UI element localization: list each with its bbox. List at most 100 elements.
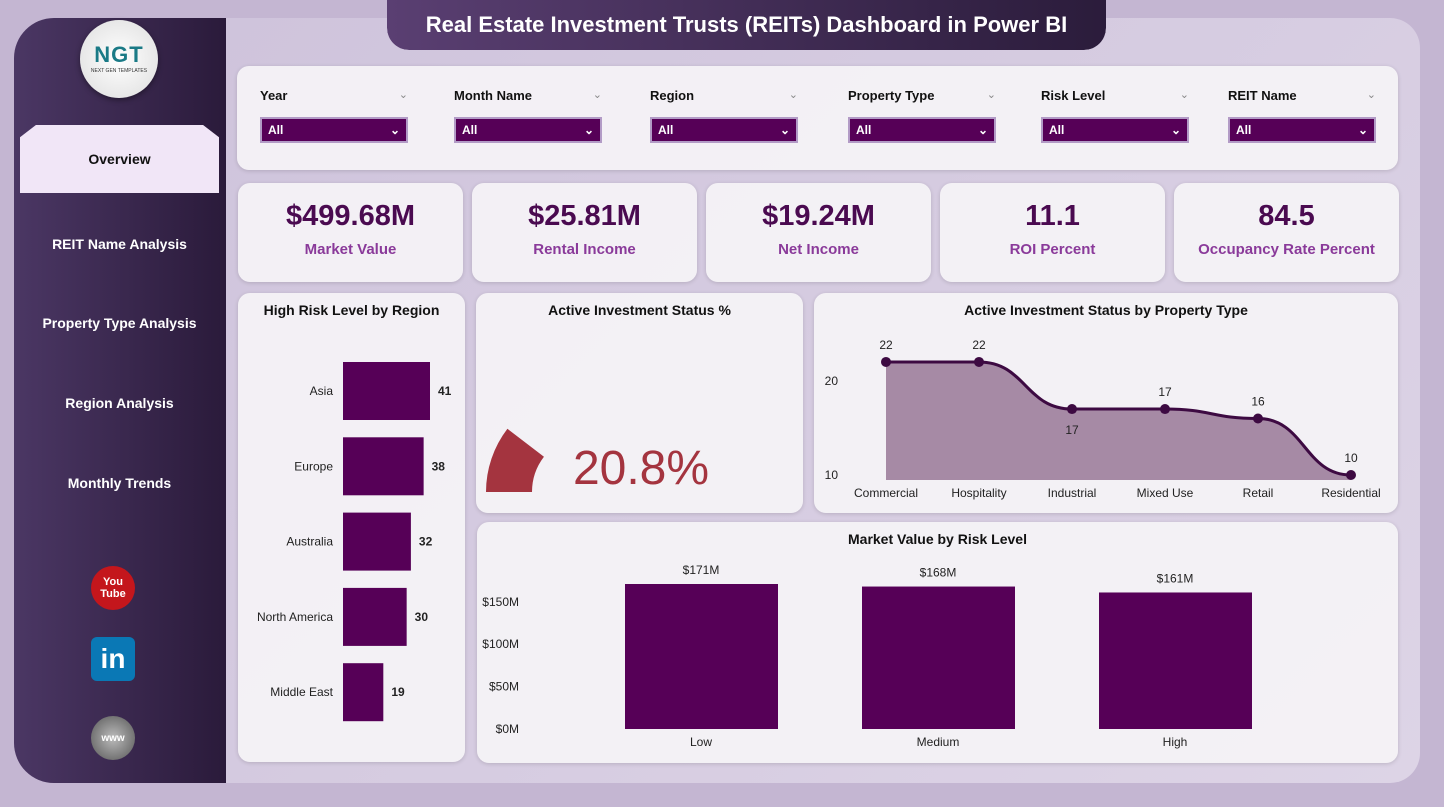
chart-title: Market Value by Risk Level <box>848 531 1027 547</box>
website-label: www <box>101 732 125 744</box>
chevron-down-icon[interactable]: ⌄ <box>1179 89 1189 101</box>
nav-label: Region Analysis <box>65 395 174 411</box>
gauge-value: 20.8% <box>573 442 709 495</box>
filter-value: All <box>658 123 674 137</box>
bar <box>1099 592 1252 729</box>
kpi-card: $25.81M Rental Income <box>472 183 697 282</box>
nav-label: REIT Name Analysis <box>52 236 187 252</box>
youtube-icon[interactable]: You Tube <box>91 566 135 610</box>
filter-dropdown[interactable]: All ⌄ <box>454 117 602 143</box>
filter-reit-name: REIT Name ⌄ All ⌄ <box>1228 88 1376 143</box>
y-tick: 10 <box>825 468 839 482</box>
filter-dropdown[interactable]: All ⌄ <box>650 117 798 143</box>
linkedin-label: in <box>100 643 126 674</box>
data-point <box>1067 404 1077 415</box>
y-tick: $100M <box>482 637 519 651</box>
chevron-down-icon: ⌄ <box>779 123 790 137</box>
data-label: 17 <box>1065 423 1079 437</box>
linkedin-icon[interactable]: in <box>91 637 135 681</box>
youtube-label: You Tube <box>100 576 126 600</box>
x-tick: Residential <box>1321 486 1380 500</box>
chevron-down-icon[interactable]: ⌄ <box>1366 89 1376 101</box>
kpi-card: $499.68M Market Value <box>238 183 463 282</box>
category-label: Australia <box>286 535 333 549</box>
chevron-down-icon: ⌄ <box>1357 123 1368 137</box>
kpi-value: 84.5 <box>1258 200 1315 232</box>
kpi-label: Rental Income <box>533 241 636 258</box>
bar <box>343 437 424 496</box>
category-label: Asia <box>310 384 334 398</box>
chevron-down-icon[interactable]: ⌄ <box>788 89 798 101</box>
nav-region-analysis[interactable]: Region Analysis <box>20 369 219 437</box>
kpi-value: $25.81M <box>528 200 641 232</box>
data-point <box>1160 404 1170 415</box>
high-risk-by-region-card: High Risk Level by Region Asia 41 Europe 38… <box>238 293 465 762</box>
data-label: 30 <box>415 610 429 624</box>
kpi-card: $19.24M Net Income <box>706 183 931 282</box>
x-tick: Medium <box>917 735 960 749</box>
x-tick: Low <box>690 735 712 749</box>
filter-region: Region ⌄ All ⌄ <box>650 88 798 143</box>
data-label: 10 <box>1344 451 1358 465</box>
chevron-down-icon: ⌄ <box>1170 123 1181 137</box>
area-chart: 10 20 22 Commercial 22 Hospitality 17 Industria… <box>825 338 1381 500</box>
title-text: Real Estate Investment Trusts (REITs) Da… <box>425 12 1068 37</box>
category-label: Middle East <box>270 685 333 699</box>
chevron-down-icon: ⌄ <box>977 123 988 137</box>
filter-dropdown[interactable]: All ⌄ <box>260 117 408 143</box>
data-point <box>1253 413 1263 424</box>
filter-label: Region <box>650 88 695 103</box>
chevron-down-icon: ⌄ <box>389 123 400 137</box>
x-tick: Mixed Use <box>1137 486 1194 500</box>
gauge-fill <box>486 428 544 492</box>
category-label: North America <box>257 610 333 624</box>
category-label: Europe <box>294 459 333 473</box>
data-label: $171M <box>683 563 720 577</box>
nav-monthly-trends[interactable]: Monthly Trends <box>20 449 219 517</box>
nav-property-type-analysis[interactable]: Property Type Analysis <box>20 289 219 357</box>
nav-reit-name-analysis[interactable]: REIT Name Analysis <box>20 210 219 278</box>
filter-bar: Year ⌄ All ⌄ Month Name ⌄ All ⌄ Region ⌄ All ⌄ Prope… <box>237 66 1398 170</box>
kpi-value: $499.68M <box>286 200 415 232</box>
filter-dropdown[interactable]: All ⌄ <box>848 117 996 143</box>
filter-label: Month Name <box>454 88 532 103</box>
chart-title: Active Investment Status by Property Typ… <box>964 302 1248 318</box>
filter-value: All <box>462 123 478 137</box>
x-tick: High <box>1163 735 1188 749</box>
logo: NGT NEXT GEN TEMPLATES <box>80 20 158 98</box>
active-investment-gauge-card: Active Investment Status % 20.8% <box>476 293 803 513</box>
website-icon[interactable]: www <box>91 716 135 760</box>
x-tick: Industrial <box>1048 486 1097 500</box>
filter-property-type: Property Type ⌄ All ⌄ <box>848 88 996 143</box>
logo-subtext: NEXT GEN TEMPLATES <box>90 68 148 74</box>
data-label: 16 <box>1251 394 1265 408</box>
filter-dropdown[interactable]: All ⌄ <box>1228 117 1376 143</box>
logo-text: NGT <box>94 42 144 67</box>
kpi-label: Occupancy Rate Percent <box>1198 241 1375 258</box>
chevron-down-icon[interactable]: ⌄ <box>592 89 602 101</box>
nav-label: Overview <box>88 151 151 167</box>
chevron-down-icon: ⌄ <box>583 123 594 137</box>
gauge-chart: 20.8% <box>486 428 709 495</box>
filter-value: All <box>268 123 284 137</box>
x-tick: Retail <box>1243 486 1274 500</box>
bar <box>343 663 384 722</box>
data-label: 17 <box>1158 385 1172 399</box>
chart-title: Active Investment Status % <box>548 302 731 318</box>
filter-dropdown[interactable]: All ⌄ <box>1041 117 1189 143</box>
data-label: 38 <box>432 459 446 473</box>
page-title: Real Estate Investment Trusts (REITs) Da… <box>387 0 1106 50</box>
data-label: 41 <box>438 384 452 398</box>
data-point <box>974 356 984 367</box>
data-label: 22 <box>972 338 986 352</box>
chevron-down-icon[interactable]: ⌄ <box>986 89 996 101</box>
area-fill <box>886 361 1351 480</box>
chart-title: High Risk Level by Region <box>263 302 440 318</box>
chevron-down-icon[interactable]: ⌄ <box>398 89 408 101</box>
bar <box>625 584 778 729</box>
risk-bar-chart: $0M $50M $100M $150M $171M Low $168M Medium $161… <box>482 563 1252 749</box>
region-bar-chart: Asia 41 Europe 38 Australia 32 North America 30… <box>257 362 452 722</box>
data-point <box>881 356 891 367</box>
nav-overview[interactable]: Overview <box>20 125 219 193</box>
data-label: 19 <box>391 685 405 699</box>
